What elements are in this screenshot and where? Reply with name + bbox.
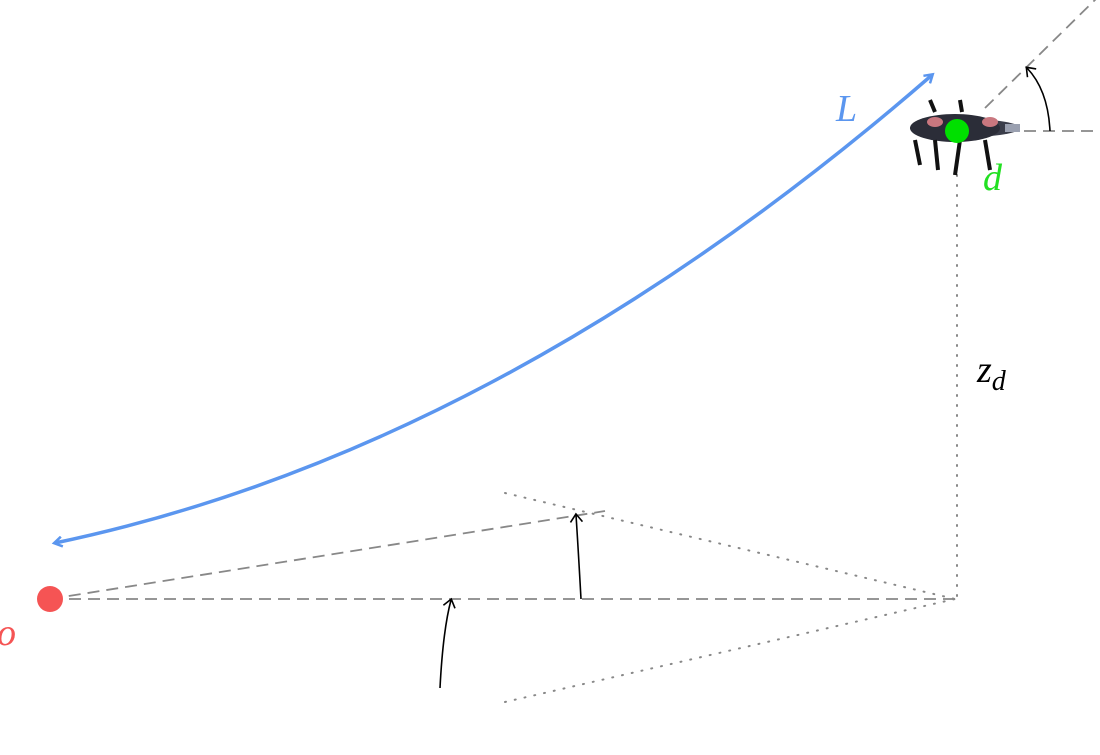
drone-point bbox=[945, 119, 969, 143]
drone-heading bbox=[984, 0, 1097, 109]
label-z-subscript: d bbox=[992, 366, 1007, 397]
dotted-lines bbox=[504, 164, 958, 703]
fov-upper bbox=[504, 492, 956, 600]
dashed-lines bbox=[49, 0, 1100, 600]
origin-point bbox=[37, 586, 63, 612]
heading-angle bbox=[1025, 66, 1051, 132]
label-z: z bbox=[976, 349, 992, 391]
label-d: d bbox=[983, 157, 1003, 199]
elevation-angle bbox=[569, 512, 584, 600]
azimuth-angle bbox=[439, 597, 456, 689]
label-z-d: zd bbox=[976, 349, 1007, 397]
label-L: L bbox=[835, 88, 857, 130]
label-o: o bbox=[0, 612, 16, 654]
fov-lower bbox=[504, 598, 956, 703]
distance-curve bbox=[55, 75, 932, 543]
